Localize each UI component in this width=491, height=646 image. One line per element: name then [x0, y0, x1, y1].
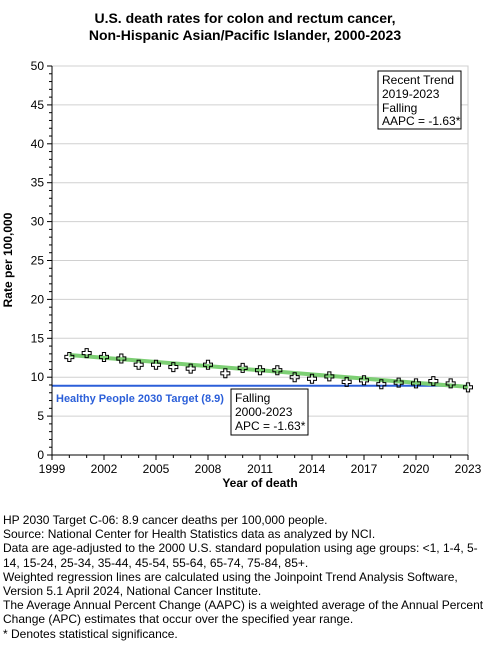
data-point-marker — [64, 351, 75, 362]
data-point-2009 — [220, 368, 231, 379]
data-point-marker — [185, 363, 196, 374]
footnote-age-adjust: Data are age-adjusted to the 2000 U.S. s… — [3, 541, 478, 570]
recent-trend-title: Recent Trend — [382, 73, 454, 87]
x-tick-label-2017: 2017 — [351, 462, 378, 476]
data-point-marker — [203, 359, 213, 370]
footnote-target: HP 2030 Target C-06: 8.9 cancer deaths p… — [3, 513, 328, 527]
data-point-marker — [151, 359, 161, 370]
data-point-2004 — [133, 359, 144, 370]
overall-trend-box: Falling 2000-2023 APC = -1.63* — [230, 388, 309, 436]
data-point-2020 — [411, 378, 421, 389]
data-point-marker — [463, 382, 473, 393]
recent-trend-range: 2019-2023 — [382, 87, 440, 101]
data-point-2013 — [289, 372, 300, 383]
target-label: Healthy People 2030 Target (8.9) — [56, 393, 224, 405]
data-point-2012 — [272, 365, 283, 376]
overall-trend-range: 2000-2023 — [235, 405, 293, 419]
x-tick-label-1999: 1999 — [39, 462, 66, 476]
data-point-2022 — [445, 378, 456, 389]
data-point-2014 — [307, 373, 317, 384]
recent-trend-direction: Falling — [382, 101, 417, 115]
data-point-2011 — [255, 365, 265, 376]
data-point-2007 — [185, 363, 196, 374]
y-tick-label-15: 15 — [31, 331, 45, 345]
data-point-marker — [237, 362, 248, 373]
footnote-significance: * Denotes statistical significance. — [3, 626, 178, 641]
data-point-2016 — [341, 376, 352, 387]
data-point-marker — [428, 376, 439, 387]
data-point-2010 — [237, 362, 248, 373]
data-point-marker — [289, 372, 300, 383]
data-point-marker — [99, 351, 109, 362]
data-point-2018 — [376, 379, 387, 390]
y-axis-ticks: 0 5 10 15 20 25 30 35 40 45 50 — [31, 59, 52, 462]
data-point-2003 — [116, 353, 127, 364]
data-point-marker — [220, 368, 231, 379]
y-tick-label-5: 5 — [37, 409, 44, 423]
chart: U.S. death rates for colon and rectum ca… — [1, 10, 482, 490]
x-tick-label-2014: 2014 — [299, 462, 326, 476]
x-tick-label-2008: 2008 — [195, 462, 222, 476]
chart-title-line-2: Non-Hispanic Asian/Pacific Islander, 200… — [89, 27, 402, 43]
data-point-marker — [255, 365, 265, 376]
data-point-2000 — [64, 351, 75, 362]
gridlines — [52, 65, 468, 417]
y-tick-label-45: 45 — [31, 98, 45, 112]
data-point-marker — [133, 359, 144, 370]
x-tick-label-2023: 2023 — [455, 462, 482, 476]
y-axis-label: Rate per 100,000 — [1, 212, 15, 307]
y-tick-label-50: 50 — [31, 59, 45, 73]
data-point-2001 — [81, 348, 92, 359]
data-point-2019 — [393, 377, 404, 388]
x-tick-label-2020: 2020 — [403, 462, 430, 476]
data-point-marker — [393, 377, 404, 388]
data-point-2017 — [359, 375, 369, 386]
overall-trend-box-frame — [230, 388, 309, 436]
data-point-2015 — [324, 371, 335, 382]
data-point-marker — [445, 378, 456, 389]
data-point-2023 — [463, 382, 473, 393]
chart-title-line-1: U.S. death rates for colon and rectum ca… — [94, 10, 395, 26]
y-tick-label-0: 0 — [37, 448, 44, 462]
data-point-marker — [411, 378, 421, 389]
x-tick-label-2002: 2002 — [91, 462, 118, 476]
data-point-marker — [81, 348, 92, 359]
data-point-2008 — [203, 359, 213, 370]
y-tick-label-35: 35 — [31, 176, 45, 190]
minor-ticks — [49, 73, 452, 458]
x-axis-label: Year of death — [222, 476, 297, 490]
data-point-marker — [341, 376, 352, 387]
data-point-marker — [116, 353, 127, 364]
trend-line — [69, 353, 469, 389]
data-point-2021 — [428, 376, 439, 387]
data-point-marker — [376, 379, 387, 390]
data-point-marker — [324, 371, 335, 382]
data-point-2006 — [168, 362, 179, 373]
data-point-marker — [307, 373, 317, 384]
recent-trend-aapc: AAPC = -1.63* — [382, 114, 461, 128]
y-tick-label-10: 10 — [31, 370, 45, 384]
footnote-regression: Weighted regression lines are calculated… — [3, 569, 458, 599]
footnotes: HP 2030 Target C-06: 8.9 cancer deaths p… — [3, 513, 489, 641]
x-tick-label-2005: 2005 — [143, 462, 170, 476]
y-tick-label-20: 20 — [31, 292, 45, 306]
data-point-marker — [272, 365, 283, 376]
y-tick-label-30: 30 — [31, 215, 45, 229]
overall-trend-apc: APC = -1.63* — [235, 419, 306, 433]
data-point-marker — [359, 375, 369, 386]
data-point-2002 — [99, 351, 109, 362]
recent-trend-box-frame — [377, 70, 462, 130]
data-points — [64, 348, 473, 393]
overall-trend-direction: Falling — [235, 391, 270, 405]
recent-trend-box: Recent Trend 2019-2023 Falling AAPC = -1… — [377, 70, 462, 130]
footnote-source: Source: National Center for Health Stati… — [3, 527, 376, 542]
data-point-2005 — [151, 359, 161, 370]
y-tick-label-25: 25 — [31, 254, 45, 268]
data-point-marker — [168, 362, 179, 373]
footnote-aapc: The Average Annual Percent Change (AAPC)… — [3, 598, 484, 627]
y-tick-label-40: 40 — [31, 137, 45, 151]
x-axis-ticks: 1999 2002 2005 2008 2011 2014 2017 2020 2023 — [39, 455, 482, 476]
x-tick-label-2011: 2011 — [247, 462, 273, 476]
